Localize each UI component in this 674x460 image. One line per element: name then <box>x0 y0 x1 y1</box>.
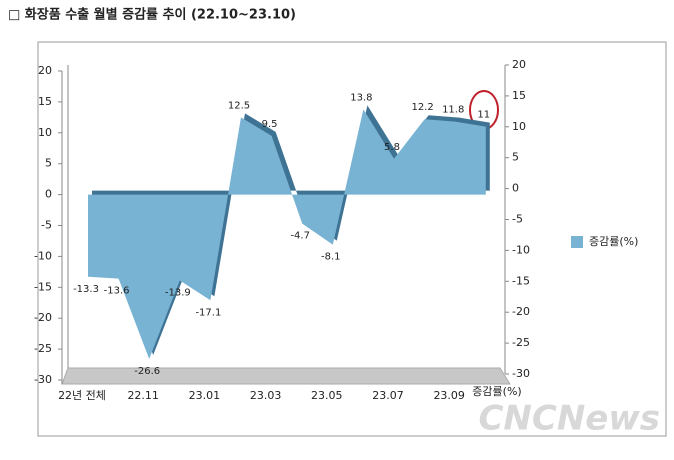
y2-tick-label: 10 <box>512 120 526 133</box>
x-tick-label: 23.01 <box>189 389 221 402</box>
data-label: 12.2 <box>411 102 433 113</box>
y2-tick-label: 5 <box>512 151 519 164</box>
data-label: 5.8 <box>384 142 400 153</box>
y-tick-label: 5 <box>45 157 52 170</box>
x-tick-label: 23.09 <box>433 389 465 402</box>
y-tick-label: 20 <box>38 64 52 77</box>
data-label: 9.5 <box>262 119 278 130</box>
x-tick-label: 22년 전체 <box>58 389 106 402</box>
y2-tick-label: -10 <box>512 243 530 256</box>
legend-swatch <box>571 236 583 248</box>
x-axis-title: 증감률(%) <box>472 385 521 398</box>
data-label: 12.5 <box>228 100 250 111</box>
data-label: -4.7 <box>290 231 310 242</box>
x-tick-label: 23.07 <box>372 389 404 402</box>
y2-tick-label: 0 <box>512 182 519 195</box>
y-tick-label: -5 <box>41 219 52 232</box>
data-label: -13.3 <box>73 284 99 295</box>
floor <box>61 367 511 385</box>
y2-tick-label: -20 <box>512 305 530 318</box>
y-tick-label: -30 <box>34 373 52 386</box>
data-label: 11.8 <box>442 105 464 116</box>
x-tick-label: 22.11 <box>127 389 159 402</box>
data-label: -13.6 <box>104 286 130 297</box>
data-label: -13.9 <box>165 288 191 299</box>
data-label: -17.1 <box>195 307 221 318</box>
y2-tick-label: -25 <box>512 336 530 349</box>
y2-tick-label: 20 <box>512 58 526 71</box>
data-label: 13.8 <box>350 92 372 103</box>
watermark: CNCNews <box>478 399 660 439</box>
x-tick-label: 23.03 <box>250 389 282 402</box>
y2-tick-label: -30 <box>512 367 530 380</box>
y2-tick-label: 15 <box>512 89 526 102</box>
data-label: -8.1 <box>321 252 341 263</box>
y2-tick-label: -15 <box>512 274 530 287</box>
y-tick-label: -20 <box>34 311 52 324</box>
legend-label: 증감률(%) <box>589 235 638 248</box>
area <box>88 109 486 359</box>
y-tick-label: -25 <box>34 342 52 355</box>
data-label: 11 <box>477 110 490 121</box>
chart-title: □ 화장품 수출 월별 증감률 추이 (22.10~23.10) <box>8 7 296 23</box>
y-tick-label: 15 <box>38 95 52 108</box>
chart-frame <box>37 41 667 437</box>
y-tick-label: 10 <box>38 126 52 139</box>
y2-tick-label: -5 <box>512 213 523 226</box>
x-tick-label: 23.05 <box>311 389 343 402</box>
y-tick-label: 0 <box>45 188 52 201</box>
y-tick-label: -15 <box>34 280 52 293</box>
data-label: -26.6 <box>134 366 160 377</box>
y-tick-label: -10 <box>34 249 52 262</box>
